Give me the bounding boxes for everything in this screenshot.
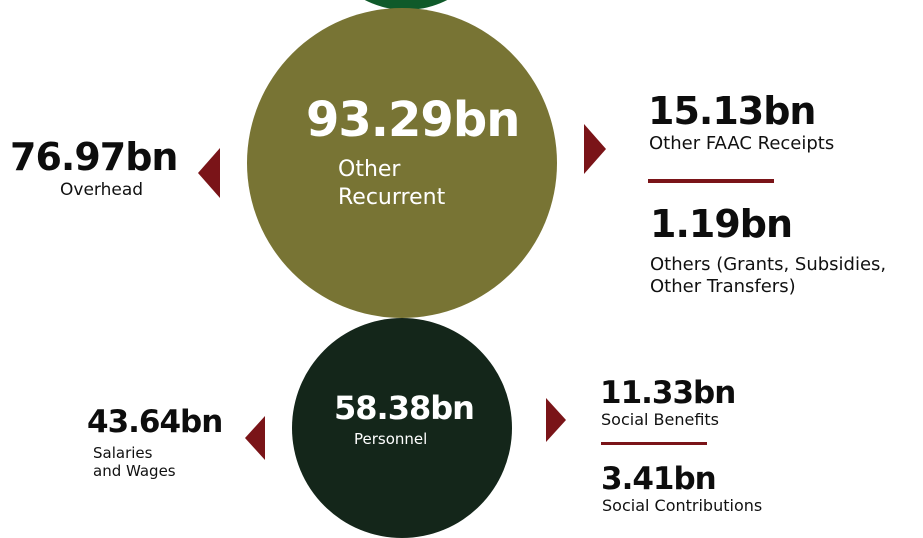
- salaries-arrow-icon: [245, 416, 265, 460]
- other-recurrent-value: 93.29bn: [306, 92, 520, 148]
- overhead-value: 76.97bn: [10, 135, 178, 179]
- other-recurrent-label-line1: Other: [338, 157, 401, 182]
- personnel-circle: [292, 318, 512, 538]
- others-label-line1: Others (Grants, Subsidies,: [650, 254, 887, 275]
- other-recurrent-circle: [247, 8, 557, 318]
- salaries-label-line2: and Wages: [93, 462, 176, 480]
- social-benefits-value: 11.33bn: [600, 375, 736, 411]
- social-benefits-label: Social Benefits: [601, 410, 720, 429]
- top-circle: [316, 0, 496, 10]
- faac-label: Other FAAC Receipts: [649, 133, 835, 154]
- overhead-arrow-icon: [198, 148, 220, 198]
- social-contributions-value: 3.41bn: [601, 461, 717, 497]
- faac-value: 15.13bn: [648, 89, 816, 133]
- faac-divider: [648, 179, 774, 183]
- salaries-label-line1: Salaries: [93, 444, 153, 462]
- overhead-label: Overhead: [60, 180, 144, 200]
- personnel-right-arrow-icon: [546, 398, 566, 442]
- salaries-value: 43.64bn: [87, 404, 223, 440]
- other-recurrent-right-arrow-icon: [584, 124, 606, 174]
- personnel-value: 58.38bn: [334, 389, 475, 427]
- personnel-label: Personnel: [354, 430, 428, 448]
- social-benefits-divider: [601, 442, 707, 445]
- other-recurrent-label-line2: Recurrent: [338, 185, 446, 210]
- others-value: 1.19bn: [650, 202, 793, 246]
- others-label-line2: Other Transfers): [650, 276, 796, 297]
- social-contributions-label: Social Contributions: [602, 496, 763, 515]
